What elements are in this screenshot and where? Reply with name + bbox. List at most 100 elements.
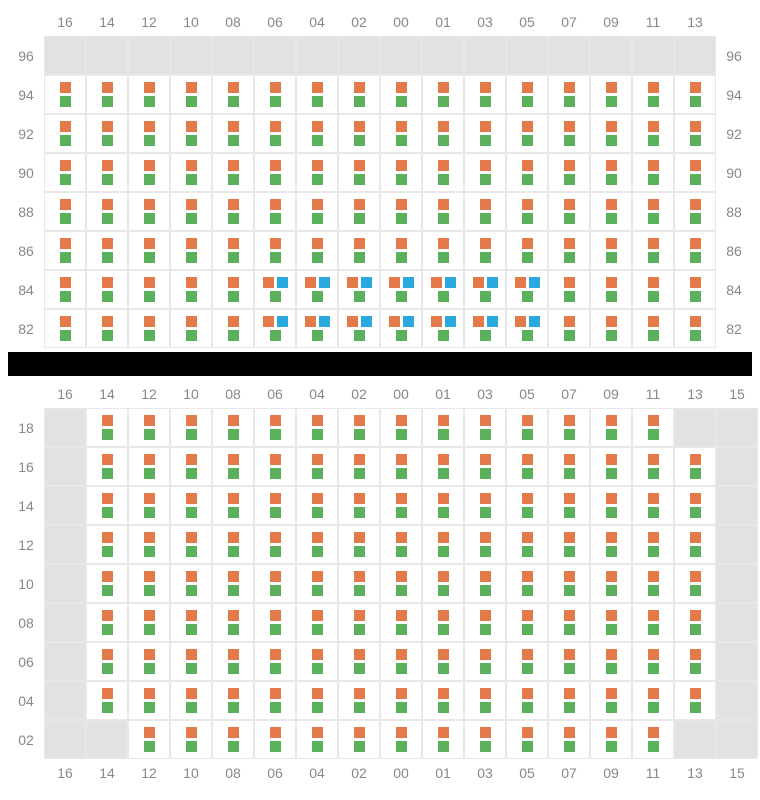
seat-cell[interactable] <box>380 525 422 564</box>
seat-cell[interactable] <box>254 447 296 486</box>
seat-cell[interactable] <box>590 603 632 642</box>
seat-cell[interactable] <box>86 564 128 603</box>
seat-cell[interactable] <box>380 192 422 231</box>
seat-cell[interactable] <box>296 270 338 309</box>
seat-cell[interactable] <box>296 681 338 720</box>
seat-cell[interactable] <box>422 681 464 720</box>
seat-cell[interactable] <box>296 309 338 348</box>
seat-cell[interactable] <box>212 486 254 525</box>
seat-cell[interactable] <box>296 231 338 270</box>
seat-cell[interactable] <box>422 642 464 681</box>
seat-cell[interactable] <box>674 153 716 192</box>
seat-cell[interactable] <box>212 408 254 447</box>
seat-cell[interactable] <box>296 192 338 231</box>
seat-cell[interactable] <box>44 231 86 270</box>
seat-cell[interactable] <box>464 231 506 270</box>
seat-cell[interactable] <box>464 75 506 114</box>
seat-cell[interactable] <box>674 231 716 270</box>
seat-cell[interactable] <box>86 75 128 114</box>
seat-cell[interactable] <box>128 231 170 270</box>
seat-cell[interactable] <box>632 153 674 192</box>
seat-cell[interactable] <box>548 153 590 192</box>
seat-cell[interactable] <box>128 525 170 564</box>
seat-cell[interactable] <box>380 114 422 153</box>
seat-cell[interactable] <box>548 270 590 309</box>
seat-cell[interactable] <box>338 486 380 525</box>
seat-cell[interactable] <box>422 564 464 603</box>
seat-cell[interactable] <box>254 153 296 192</box>
seat-cell[interactable] <box>590 192 632 231</box>
seat-cell[interactable] <box>296 75 338 114</box>
seat-cell[interactable] <box>296 486 338 525</box>
seat-cell[interactable] <box>380 231 422 270</box>
seat-cell[interactable] <box>128 603 170 642</box>
seat-cell[interactable] <box>464 408 506 447</box>
seat-cell[interactable] <box>86 486 128 525</box>
seat-cell[interactable] <box>170 720 212 759</box>
seat-cell[interactable] <box>674 603 716 642</box>
seat-cell[interactable] <box>212 720 254 759</box>
seat-cell[interactable] <box>674 192 716 231</box>
seat-cell[interactable] <box>128 564 170 603</box>
seat-cell[interactable] <box>632 564 674 603</box>
seat-cell[interactable] <box>86 525 128 564</box>
seat-cell[interactable] <box>590 408 632 447</box>
seat-cell[interactable] <box>254 231 296 270</box>
seat-cell[interactable] <box>380 309 422 348</box>
seat-cell[interactable] <box>380 564 422 603</box>
seat-cell[interactable] <box>170 231 212 270</box>
seat-cell[interactable] <box>170 75 212 114</box>
seat-cell[interactable] <box>254 192 296 231</box>
seat-cell[interactable] <box>632 408 674 447</box>
seat-cell[interactable] <box>422 309 464 348</box>
seat-cell[interactable] <box>464 486 506 525</box>
seat-cell[interactable] <box>128 270 170 309</box>
seat-cell[interactable] <box>212 447 254 486</box>
seat-cell[interactable] <box>464 681 506 720</box>
seat-cell[interactable] <box>380 486 422 525</box>
seat-cell[interactable] <box>128 681 170 720</box>
seat-cell[interactable] <box>338 231 380 270</box>
seat-cell[interactable] <box>254 681 296 720</box>
seat-cell[interactable] <box>422 270 464 309</box>
seat-cell[interactable] <box>590 642 632 681</box>
seat-cell[interactable] <box>632 192 674 231</box>
seat-cell[interactable] <box>506 642 548 681</box>
seat-cell[interactable] <box>86 114 128 153</box>
seat-cell[interactable] <box>674 447 716 486</box>
seat-cell[interactable] <box>548 231 590 270</box>
seat-cell[interactable] <box>44 114 86 153</box>
seat-cell[interactable] <box>338 309 380 348</box>
seat-cell[interactable] <box>296 603 338 642</box>
seat-cell[interactable] <box>422 192 464 231</box>
seat-cell[interactable] <box>128 642 170 681</box>
seat-cell[interactable] <box>464 309 506 348</box>
seat-cell[interactable] <box>338 75 380 114</box>
seat-cell[interactable] <box>464 564 506 603</box>
seat-cell[interactable] <box>128 192 170 231</box>
seat-cell[interactable] <box>86 603 128 642</box>
seat-cell[interactable] <box>548 114 590 153</box>
seat-cell[interactable] <box>170 153 212 192</box>
seat-cell[interactable] <box>86 270 128 309</box>
seat-cell[interactable] <box>590 309 632 348</box>
seat-cell[interactable] <box>632 603 674 642</box>
seat-cell[interactable] <box>86 192 128 231</box>
seat-cell[interactable] <box>338 564 380 603</box>
seat-cell[interactable] <box>44 309 86 348</box>
seat-cell[interactable] <box>254 642 296 681</box>
seat-cell[interactable] <box>590 153 632 192</box>
seat-cell[interactable] <box>590 720 632 759</box>
seat-cell[interactable] <box>422 231 464 270</box>
seat-cell[interactable] <box>254 75 296 114</box>
seat-cell[interactable] <box>380 408 422 447</box>
seat-cell[interactable] <box>464 114 506 153</box>
seat-cell[interactable] <box>590 681 632 720</box>
seat-cell[interactable] <box>296 525 338 564</box>
seat-cell[interactable] <box>506 447 548 486</box>
seat-cell[interactable] <box>338 408 380 447</box>
seat-cell[interactable] <box>674 564 716 603</box>
seat-cell[interactable] <box>632 486 674 525</box>
seat-cell[interactable] <box>464 270 506 309</box>
seat-cell[interactable] <box>44 270 86 309</box>
